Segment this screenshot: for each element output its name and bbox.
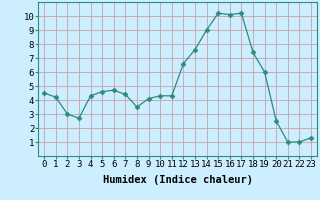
X-axis label: Humidex (Indice chaleur): Humidex (Indice chaleur): [103, 175, 252, 185]
